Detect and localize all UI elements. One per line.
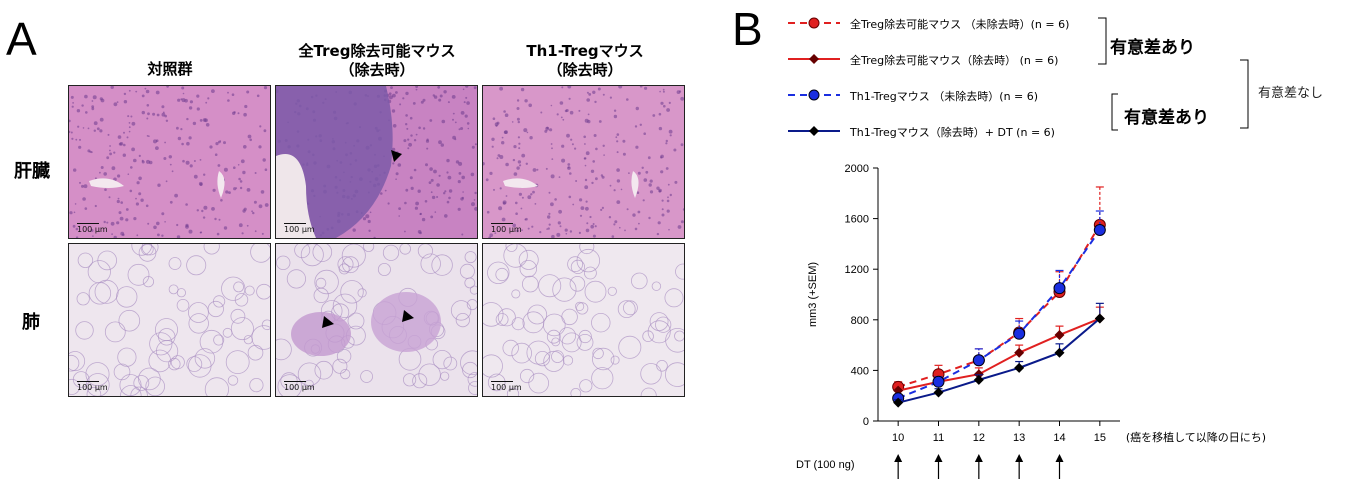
dt-arrow-icon	[894, 454, 903, 462]
x-tick-label: 14	[1053, 432, 1065, 444]
y-tick-label: 1200	[845, 264, 869, 276]
y-axis-label: mm3 (+SEM)	[807, 262, 819, 327]
column-header-all-treg: 全Treg除去可能マウス （除去時）	[298, 42, 456, 79]
panel-a-letter: A	[6, 13, 37, 65]
y-tick-label: 0	[863, 416, 869, 428]
data-point	[972, 354, 985, 367]
data-point	[932, 375, 945, 388]
legend-item-2: 全Treg除去可能マウス（除去時） (n = 6)	[850, 54, 1059, 67]
x-axis-label: (癌を移植して以降の日にち)	[1126, 430, 1266, 444]
x-tick-label: 12	[973, 432, 985, 444]
data-point	[1014, 362, 1025, 373]
legend-item-1: 全Treg除去可能マウス （未除去時）(n = 6)	[850, 18, 1070, 31]
dt-arrow-icon	[934, 454, 943, 462]
data-point	[973, 374, 984, 385]
series-line	[897, 317, 1101, 404]
arrowhead-icon	[402, 310, 414, 322]
data-point	[1014, 347, 1025, 358]
column-header-control: 対照群	[147, 60, 193, 78]
liver-image-th1-treg: 100 μm	[482, 85, 685, 239]
y-tick-label: 800	[851, 315, 869, 327]
legend-item-4: Th1-Tregマウス（除去時）+ DT (n = 6)	[850, 126, 1055, 139]
y-tick-label: 2000	[845, 163, 869, 175]
arrowhead-icon	[322, 316, 334, 328]
x-tick-label: 11	[933, 432, 944, 444]
data-point	[1054, 347, 1065, 358]
y-tick-label: 1600	[845, 214, 869, 226]
row-label-lung: 肺	[22, 312, 40, 333]
dt-arrow-icon	[974, 454, 983, 462]
data-point	[973, 369, 984, 380]
data-point	[893, 397, 904, 408]
tumor-growth-chart: 0 400 800 1200 1600 2000 10 11 12 13 14 15 mm3 (+SEM…	[796, 163, 1266, 479]
panel-b-letter: B	[732, 3, 763, 55]
legend-item-3: Th1-Tregマウス （未除去時）(n = 6)	[850, 90, 1039, 103]
no-significance-label: 有意差なし	[1258, 86, 1324, 101]
row-label-liver: 肝臓	[14, 161, 50, 182]
y-tick-label: 400	[851, 365, 869, 377]
series-line	[897, 317, 1101, 392]
data-point	[1093, 223, 1106, 236]
x-tick-label: 10	[892, 432, 904, 444]
x-tick-label: 15	[1094, 432, 1106, 444]
significance-label-2: 有意差あり	[1124, 108, 1209, 128]
data-point	[1013, 327, 1026, 340]
legend-graphic	[788, 17, 1249, 136]
series-line	[897, 229, 1101, 400]
liver-image-control: 100 μm	[68, 85, 271, 239]
significance-label-1: 有意差あり	[1110, 38, 1195, 58]
lung-image-control: 100 μm	[68, 243, 271, 397]
x-tick-label: 13	[1013, 432, 1025, 444]
data-point	[1054, 329, 1065, 340]
data-point	[1094, 313, 1105, 324]
dt-arrow-icon	[1015, 454, 1024, 462]
lung-image-th1-treg: 100 μm	[482, 243, 685, 397]
lung-image-all-treg: 100 μm	[275, 243, 478, 397]
data-point	[933, 387, 944, 398]
arrowhead-icon	[391, 150, 402, 162]
data-point	[1053, 282, 1066, 295]
column-header-th1-treg: Th1-Tregマウス （除去時）	[526, 42, 644, 79]
liver-image-all-treg: 100 μm	[275, 85, 478, 239]
dt-arrow-icon	[1055, 454, 1064, 462]
dt-label: DT (100 ng)	[796, 459, 855, 471]
